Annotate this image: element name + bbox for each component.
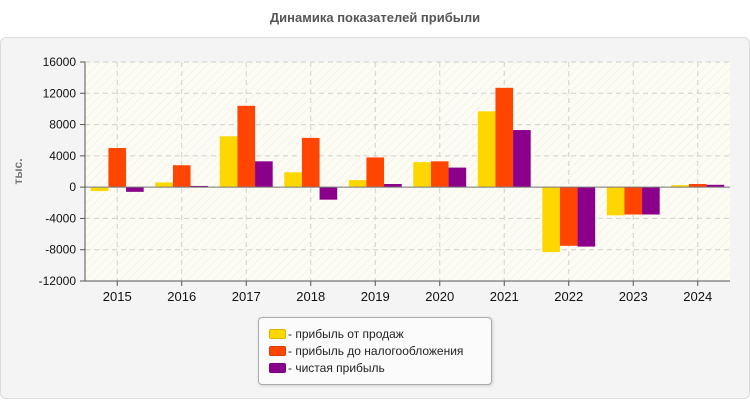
x-tick-label: 2015: [103, 289, 132, 304]
x-tick-label: 2016: [167, 289, 196, 304]
legend-item-sales-profit: - прибыль от продаж: [269, 326, 404, 342]
bar: [190, 185, 209, 188]
y-axis-label: тыс.: [11, 158, 25, 184]
bar: [688, 184, 707, 188]
bar: [606, 187, 625, 216]
bar: [126, 187, 144, 192]
bar: [559, 187, 578, 246]
bar: [706, 184, 725, 188]
bar: [108, 148, 127, 188]
bar: [301, 137, 320, 188]
bar: [577, 187, 596, 247]
legend-swatch-net-profit: [269, 363, 286, 373]
legend: - прибыль от продаж - прибыль до налогоо…: [258, 317, 492, 385]
bar: [642, 187, 660, 215]
x-tick-label: 2022: [554, 289, 583, 304]
bar: [255, 161, 273, 188]
legend-label-net-profit: - чистая прибыль: [288, 361, 385, 375]
x-tick-label: 2018: [296, 289, 325, 304]
bar: [542, 187, 560, 253]
x-tick-label: 2019: [361, 289, 390, 304]
x-tick-label: 2020: [425, 289, 454, 304]
plot-area: [85, 62, 730, 281]
y-tick-label: 12000: [43, 86, 77, 100]
legend-swatch-sales-profit: [269, 329, 286, 339]
bar: [448, 167, 467, 188]
bar: [430, 161, 449, 188]
bar: [384, 184, 402, 188]
y-tick-label: 16000: [43, 55, 77, 69]
bar: [366, 157, 385, 188]
x-tick-label: 2021: [490, 289, 519, 304]
x-tick-label: 2024: [683, 289, 712, 304]
x-tick-label: 2017: [232, 289, 261, 304]
y-tick-label: 8000: [49, 118, 76, 132]
y-tick-label: 4000: [49, 149, 76, 163]
y-tick-label: 0: [69, 180, 76, 194]
bar: [624, 187, 643, 215]
legend-label-sales-profit: - прибыль от продаж: [288, 327, 404, 341]
bar: [477, 111, 496, 188]
y-tick-label: -4000: [45, 211, 76, 225]
bar: [219, 136, 238, 188]
x-tick-label: 2023: [619, 289, 648, 304]
bar: [513, 130, 531, 188]
bar: [495, 87, 514, 188]
chart-title: Динамика показателей прибыли: [269, 10, 481, 25]
bar: [237, 105, 256, 188]
bar: [348, 180, 367, 188]
legend-swatch-pretax-profit: [269, 346, 286, 356]
y-tick-label: -8000: [45, 243, 76, 257]
legend-item-net-profit: - чистая прибыль: [269, 360, 385, 376]
y-tick-label: -12000: [39, 274, 77, 288]
bar: [284, 172, 302, 188]
bar: [319, 187, 338, 200]
legend-item-pretax-profit: - прибыль до налогообложения: [269, 343, 463, 359]
bar: [413, 162, 431, 188]
legend-label-pretax-profit: - прибыль до налогообложения: [288, 344, 464, 358]
bar: [90, 187, 109, 192]
bar: [155, 182, 173, 188]
bar: [172, 165, 191, 188]
bar: [671, 185, 689, 188]
